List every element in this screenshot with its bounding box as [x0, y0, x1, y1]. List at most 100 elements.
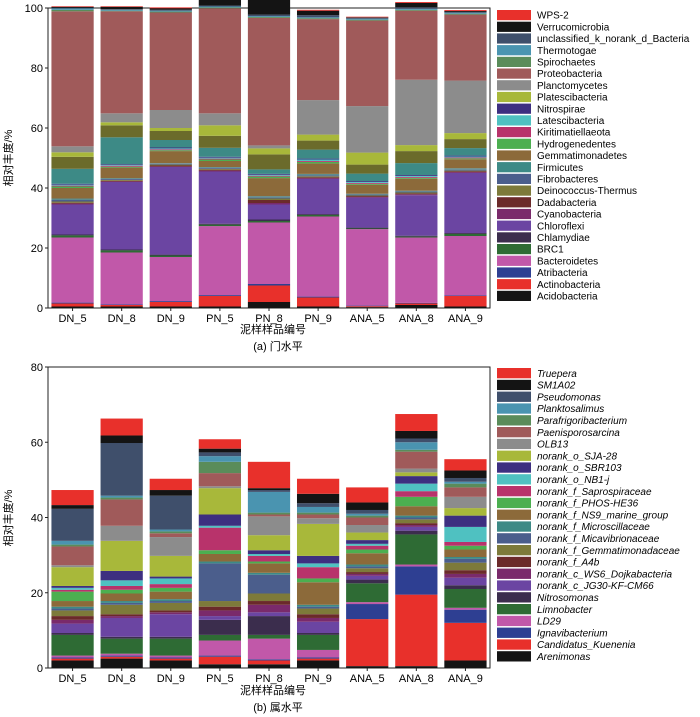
bar-segment-candidatus-kuenenia-pn-5 — [198, 656, 242, 665]
bar-segment-nitrosomonas-ana-5 — [346, 579, 389, 584]
bar-segment-norank-f-a4b-ana-8 — [395, 523, 438, 526]
bar-segment-paenisporosarcina-pn-5 — [198, 473, 242, 487]
bar-segment-unclassified-k-norank-d-bacteria-pn-8 — [247, 14, 291, 17]
bar-segment-norank-f-phos-he36-pn-8 — [247, 561, 291, 564]
bar-segment-norank-f-saprospiraceae-pn-8 — [247, 555, 291, 562]
bar-segment-cyanobacteria-pn-5 — [198, 170, 242, 172]
bar-segment-norank-f-saprospiraceae-pn-9 — [296, 567, 340, 579]
bar-segment-deinococcus-thermus-dn-8 — [100, 179, 143, 181]
bar-segment-sm1a02-pn-5 — [198, 448, 242, 453]
bar-segment-unclassified-k-norank-d-bacteria-pn-9 — [296, 15, 340, 18]
y-tick-label: 60 — [31, 437, 43, 449]
bar-segment-platescibacteria-dn-9 — [149, 128, 192, 131]
bar-segment-nitrosomonas-pn-8 — [247, 616, 291, 635]
legend-entry: norank_o_SJA-28 — [537, 451, 617, 462]
bar-segment-gemmatimonadetes-dn-8 — [100, 167, 143, 179]
bar-segment-norank-f-micavibrionaceae-pn-5 — [198, 563, 242, 602]
bar-segment-deinococcus-thermus-pn-8 — [247, 198, 291, 200]
bar-segment-pseudomonas-dn-9 — [149, 495, 192, 530]
bar-segment-nitrosomonas-dn-8 — [100, 636, 143, 639]
legend-swatch — [497, 450, 531, 461]
bar-segment-atribacteria-ana-8 — [395, 302, 438, 304]
bar-segment-norank-f-phos-he36-dn-5 — [51, 591, 94, 602]
bar-segment-acidobacteria-dn-9 — [149, 306, 192, 308]
bar-segment-proteobacteria-pn-5 — [198, 8, 242, 114]
bar-segment-nitrospirae-dn-8 — [100, 164, 143, 166]
bar-segment-limnobacter-ana-8 — [395, 534, 438, 565]
bar-segment-planctomycetes-ana-5 — [346, 106, 389, 153]
legend-swatch — [497, 232, 531, 243]
legend-swatch — [497, 427, 531, 438]
legend-entry: Chlamydiae — [537, 233, 590, 244]
panel-a-x-axis-label: 泥样样品编号 — [240, 322, 306, 336]
bar-segment-paenisporosarcina-dn-8 — [100, 499, 143, 526]
bar-segment-acidobacteria-pn-8 — [247, 302, 291, 308]
bar-segment-norank-f-micavibrionaceae-ana-9 — [444, 558, 487, 563]
bar-segment-fibrobacteres-pn-9 — [296, 175, 340, 177]
legend-entry: Thermotogae — [537, 46, 597, 57]
bar-segment-norank-o-sbr103-dn-8 — [100, 570, 143, 581]
bar-segment-olb13-ana-9 — [444, 496, 487, 509]
legend-entry: Latescibacteria — [537, 116, 605, 127]
bar-segment-olb13-dn-9 — [149, 537, 192, 556]
bar-segment-sm1a02-dn-9 — [149, 490, 192, 496]
bar-segment-ld29-dn-5 — [51, 655, 94, 658]
bar-segment-norank-o-sja-28-pn-5 — [198, 488, 242, 515]
legend-swatch — [497, 639, 531, 650]
bar-segment-firmicutes-teal-dn-9 — [149, 140, 192, 148]
bar-segment-ld29-dn-9 — [149, 655, 192, 658]
bar-segment-proteobacteria-ana-9 — [444, 14, 487, 81]
bar-segment-candidatus-kuenenia-ana-5 — [346, 619, 389, 667]
bar-segment-norank-c-jg30-kf-cm66-ana-8 — [395, 526, 438, 531]
bar-segment-norank-o-sbr103-dn-5 — [51, 585, 94, 588]
bar-segment-planctomycetes-olive-dn-9 — [149, 131, 192, 140]
bar-segment-platescibacteria-ana-9 — [444, 133, 487, 140]
bar-segment-atribacteria-pn-5 — [198, 295, 242, 296]
bar-segment-planktosalimus-dn-5 — [51, 540, 94, 545]
bar-segment-brc1-ana-9 — [444, 233, 487, 236]
bar-segment-deinococcus-thermus-pn-5 — [198, 168, 242, 170]
bar-segment-norank-o-sja-28-dn-8 — [100, 540, 143, 571]
bar-segment-brc1-dn-9 — [149, 255, 192, 257]
bar-segment-firmicutes-teal-ana-8 — [395, 163, 438, 176]
bar-segment-olb13-pn-5 — [198, 486, 242, 489]
legend-swatch — [497, 138, 531, 149]
bar-segment-gemmatimonadetes-pn-9 — [296, 163, 340, 174]
bar-segment-brc1-ana-8 — [395, 236, 438, 238]
bar-segment-actinobacteria-pn-8 — [247, 285, 291, 302]
bar-segment-thermotogae-pn-5 — [198, 6, 242, 8]
bar-segment-proteobacteria-dn-9 — [149, 12, 192, 110]
bar-segment-latescibacteria-pn-9 — [296, 159, 340, 161]
legend-swatch — [497, 197, 531, 208]
bar-segment-arenimonas-ana-9 — [444, 660, 487, 668]
bar-segment-norank-f-a4b-dn-9 — [149, 610, 192, 613]
bar-segment-firmicutes-pn-5 — [198, 167, 242, 168]
bar-segment-proteobacteria-ana-5 — [346, 20, 389, 107]
bar-segment-actinobacteria-pn-9 — [296, 297, 340, 307]
legend-entry: OLB13 — [537, 440, 569, 451]
bar-segment-norank-o-nb1-j-pn-9 — [296, 563, 340, 568]
bar-segment-atribacteria-dn-5 — [51, 302, 94, 304]
bar-segment-planctomycetes-ana-9 — [444, 80, 487, 134]
legend-swatch — [497, 368, 531, 379]
bar-segment-norank-c-jg30-kf-cm66-pn-5 — [198, 616, 242, 620]
bar-segment-norank-f-ns9-marine-group-pn-5 — [198, 554, 242, 562]
legend-entry: norank_f_PHOS-HE36 — [537, 499, 639, 510]
y-tick-label: 60 — [31, 123, 43, 135]
bar-segment-gemmatimonadetes-pn-8 — [247, 178, 291, 197]
x-tick-label: PN_5 — [206, 313, 234, 325]
bar-segment-norank-o-sbr103-pn-8 — [247, 550, 291, 554]
bar-segment-candidatus-kuenenia-dn-9 — [149, 658, 192, 661]
bar-segment-actinobacteria-ana-5 — [346, 306, 389, 308]
bar-segment-ignavibacterium-dn-5 — [51, 657, 94, 659]
legend-entry: norank_f_Saprospiraceae — [537, 487, 652, 498]
bar-segment-norank-f-saprospiraceae-ana-5 — [346, 545, 389, 550]
bar-segment-thermotogae-pn-8 — [247, 16, 291, 17]
bar-segment-sm1a02-dn-8 — [100, 435, 143, 444]
bar-segment-norank-o-nb1-j-pn-8 — [247, 554, 291, 556]
bar-segment-arenimonas-ana-5 — [346, 666, 389, 668]
bar-segment-verrucomicrobia-ana-8 — [395, 2, 438, 8]
bar-segment-sm1a02-ana-5 — [346, 502, 389, 510]
bar-segment-paenisporosarcina-pn-9 — [296, 514, 340, 519]
bar-segment-norank-f-micavibrionaceae-ana-5 — [346, 566, 389, 569]
